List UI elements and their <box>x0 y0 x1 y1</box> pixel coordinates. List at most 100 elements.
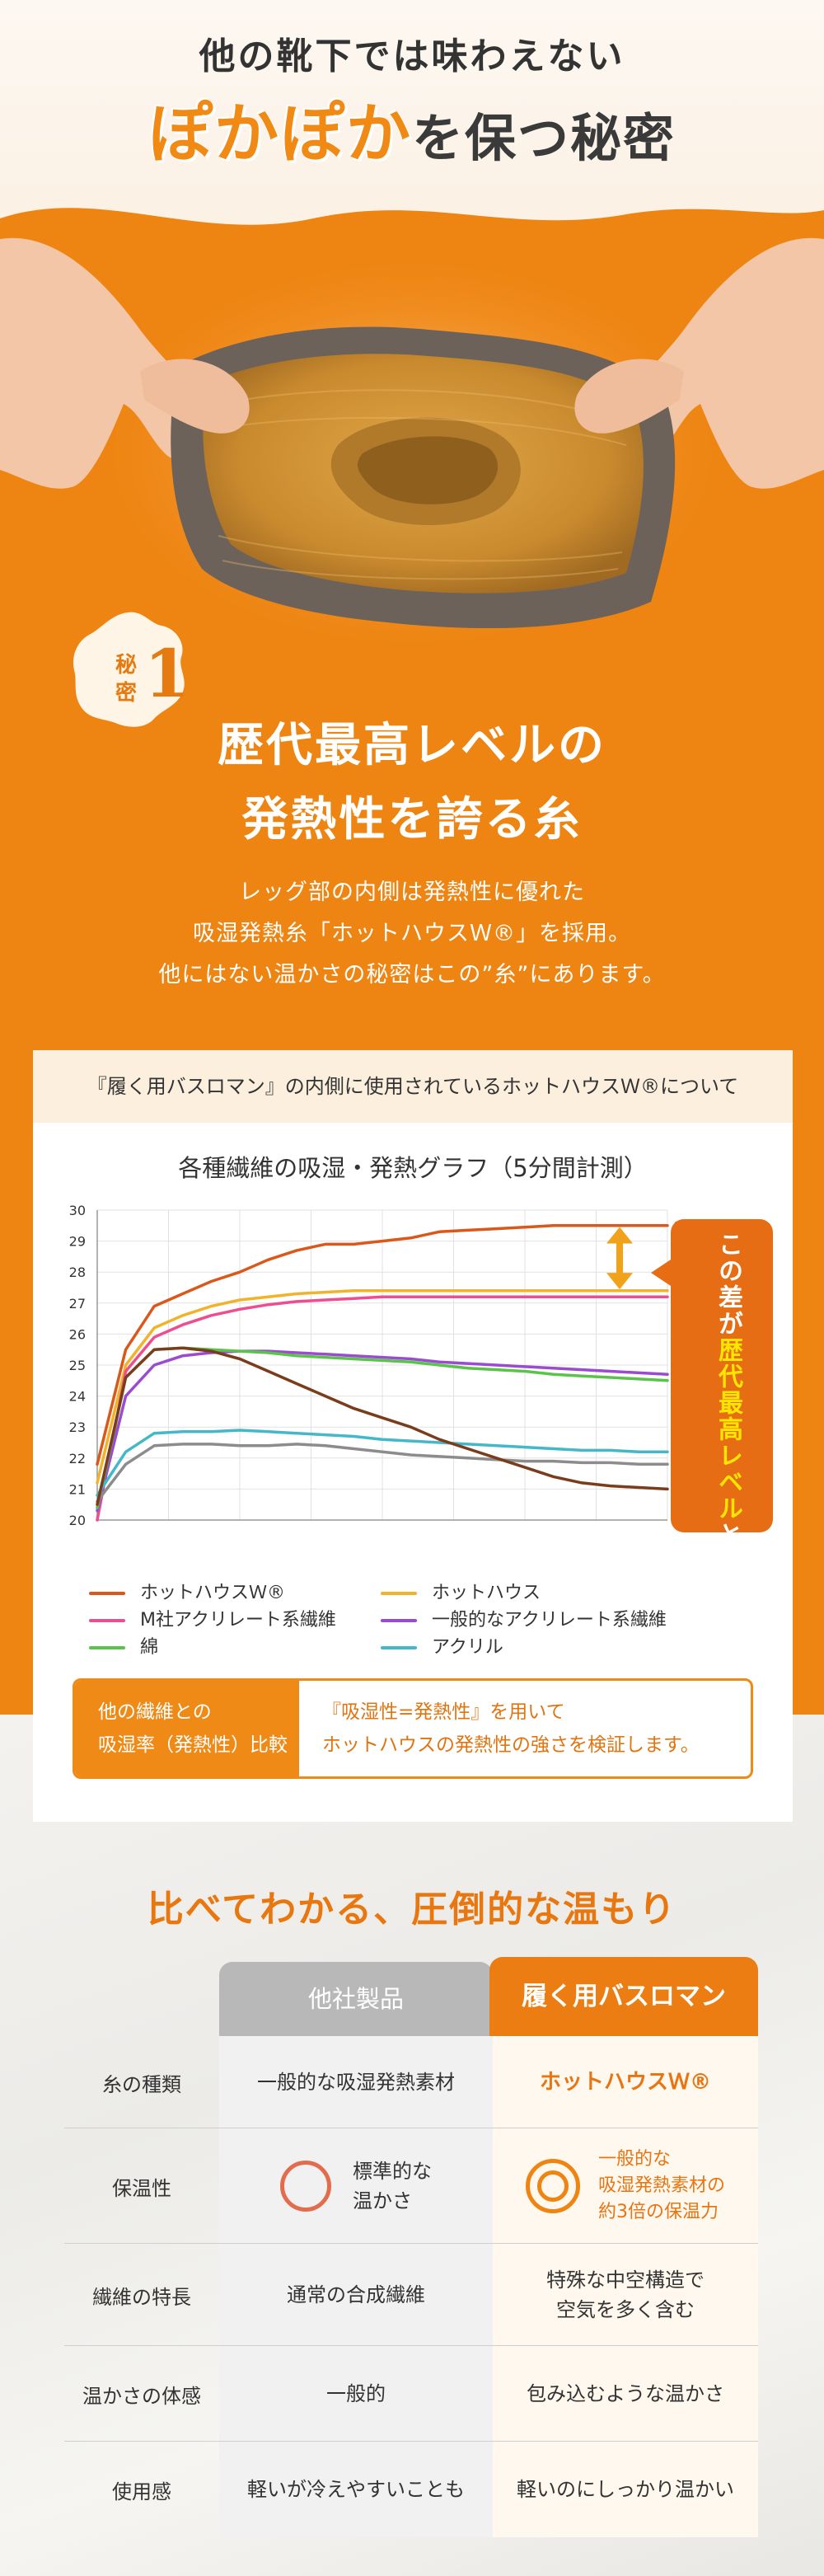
double-circle-icon <box>525 2159 580 2213</box>
legend-swatch <box>89 1646 125 1649</box>
hero: 他の靴下では味わえない ぽかぽかを保つ秘密 <box>0 0 824 210</box>
row-divider <box>64 2345 758 2346</box>
chart-title: 各種繊維の吸湿・発熱グラフ（5分間計測） <box>178 1154 648 1182</box>
hero-subtitle: 他の靴下では味わえない <box>199 35 625 77</box>
card-header: 『履く用バスロマン』の内側に使用されているホットハウスＷ®について <box>33 1050 793 1123</box>
desc-line1: レッグ部の内側は発熱性に優れた <box>239 880 585 905</box>
arrow-up-icon <box>606 1227 633 1244</box>
cell-other: 一般的 <box>219 2346 493 2442</box>
callout-text: この差が歴代最高レベルと言われる理由です！ <box>709 1232 742 1785</box>
row-label: 温かさの体感 <box>82 2384 201 2408</box>
legend-swatch <box>381 1646 417 1649</box>
table-row: 繊維の特長 通常の合成繊維 特殊な中空構造で 空気を多く含む <box>64 2244 758 2346</box>
callout-highlight: 歴代最高レベル <box>714 1337 742 1522</box>
section-description: レッグ部の内側は発熱性に優れた 吸湿発熱糸「ホットハウスＷ®」を採用。 他にはな… <box>0 872 824 996</box>
compare-text: 『吸湿性=発熱性』を用いて ホットハウスの発熱性の強さを検証します。 <box>322 1696 700 1762</box>
cell-ours-line3: 約3倍の保温力 <box>597 2202 719 2222</box>
compare-label-line2: 吸湿率（発熱性）比較 <box>98 1734 288 1756</box>
legend-item: M社アクリレート系繊維 <box>89 1605 336 1631</box>
legend-label: ホットハウスＷ® <box>140 1583 286 1603</box>
legend-label: 綿 <box>140 1637 159 1658</box>
cell-ours: 軽いのにしっかり温かい <box>493 2442 758 2537</box>
legend-label: アクリル <box>432 1637 503 1658</box>
wave-divider <box>0 185 824 251</box>
y-tick-label: 29 <box>69 1234 86 1250</box>
series-line <box>96 1346 669 1506</box>
cell-ours-line2: 空気を多く含む <box>556 2298 695 2321</box>
cell-ours-text: ホットハウスＷ® <box>539 2070 711 2095</box>
legend-item: ホットハウス <box>381 1578 541 1604</box>
row-divider <box>64 2243 758 2244</box>
table-row: 保温性 標準的な 温かさ 一般的な 吸湿発熱素材の 約3倍の保温力 <box>64 2128 758 2244</box>
compare-label: 他の繊維との 吸湿率（発熱性）比較 <box>75 1681 299 1776</box>
secret-label-line1: 秘 <box>115 653 137 678</box>
legend-item: ホットハウスＷ® <box>89 1578 285 1604</box>
legend-swatch <box>89 1592 125 1595</box>
legend-label: 一般的なアクリレート系繊維 <box>432 1610 667 1631</box>
legend-item: 綿 <box>89 1632 158 1659</box>
cell-other: 一般的な吸湿発熱素材 <box>219 2036 493 2128</box>
callout-post: と言われる理由です！ <box>714 1522 742 1785</box>
single-circle-icon <box>280 2161 331 2212</box>
y-tick-label: 28 <box>69 1265 86 1280</box>
row-label: 使用感 <box>112 2480 171 2503</box>
series-line <box>96 1429 669 1497</box>
cell-ours-line2: 吸湿発熱素材の <box>597 2175 725 2196</box>
legend-label: ホットハウス <box>432 1583 541 1603</box>
series-line <box>96 1443 669 1504</box>
line-chart: 302928272625242322212029.527.427.224.724… <box>69 1203 707 1528</box>
legend-label: M社アクリレート系繊維 <box>140 1610 336 1631</box>
table-row: 温かさの体感 一般的 包み込むような温かさ <box>64 2346 758 2442</box>
sock-illustration <box>0 237 824 651</box>
series-line <box>96 1295 669 1522</box>
y-tick-label: 25 <box>69 1358 86 1373</box>
hero-title-accent: ぽかぽか <box>147 97 412 171</box>
legend-item: 一般的なアクリレート系繊維 <box>381 1605 667 1631</box>
cell-other: 通常の合成繊維 <box>219 2244 493 2346</box>
cell-ours: 一般的な 吸湿発熱素材の 約3倍の保温力 <box>493 2128 758 2244</box>
desc-line3: 他にはない温かさの秘密はこの”糸”にあります。 <box>158 962 666 988</box>
cell-other: 軽いが冷えやすいことも <box>219 2442 493 2537</box>
y-tick-label: 22 <box>69 1451 86 1466</box>
secret-number: 1 <box>144 635 190 712</box>
col-head-ours: 履く用バスロマン <box>489 1957 758 2036</box>
cell-other: 標準的な 温かさ <box>219 2128 493 2244</box>
y-tick-label: 24 <box>69 1389 86 1405</box>
secret-label: 秘 密 <box>114 651 138 707</box>
cell-ours-line1: 特殊な中空構造で <box>546 2269 705 2292</box>
y-tick-label: 26 <box>69 1326 86 1342</box>
section-title-line2: 発熱性を誇る糸 <box>241 793 583 847</box>
cell-ours: ホットハウスＷ® <box>493 2036 758 2128</box>
section-title-line1: 歴代最高レベルの <box>218 719 606 772</box>
compare-text-line2: ホットハウスの発熱性の強さを検証します。 <box>322 1734 700 1756</box>
cell-ours: 特殊な中空構造で 空気を多く含む <box>493 2244 758 2346</box>
hero-title-rest: を保つ秘密 <box>412 108 677 168</box>
y-tick-label: 23 <box>69 1419 86 1435</box>
col-head-other: 他社製品 <box>219 1962 493 2036</box>
legend-swatch <box>89 1619 125 1622</box>
y-tick-label: 30 <box>69 1203 86 1218</box>
cell-other-line1: 標準的な <box>353 2160 432 2183</box>
legend-item: アクリル <box>381 1632 503 1659</box>
legend-swatch <box>381 1619 417 1622</box>
compare-box: 他の繊維との 吸湿率（発熱性）比較 『吸湿性=発熱性』を用いて ホットハウスの発… <box>73 1678 753 1779</box>
table-row: 糸の種類 一般的な吸湿発熱素材 ホットハウスＷ® <box>64 2036 758 2128</box>
series-line <box>96 1289 669 1485</box>
y-tick-label: 27 <box>69 1296 86 1311</box>
callout-pre: この差が <box>714 1232 742 1337</box>
callout-bubble <box>671 1219 773 1532</box>
secret-badge-icon <box>73 612 185 727</box>
legend-swatch <box>381 1592 417 1595</box>
comparison-title: 比べてわかる、圧倒的な温もり <box>147 1889 677 1931</box>
row-label: 保温性 <box>112 2176 171 2200</box>
hero-title: ぽかぽかを保つ秘密 <box>0 82 824 175</box>
callout-pointer <box>651 1256 676 1289</box>
compare-text-line1: 『吸湿性=発熱性』を用いて <box>322 1701 565 1723</box>
y-tick-label: 20 <box>69 1513 86 1528</box>
series-line <box>96 1349 669 1513</box>
cell-other-line2: 温かさ <box>353 2189 412 2212</box>
series-line <box>96 1224 669 1466</box>
row-divider <box>64 2441 758 2442</box>
section-title: 歴代最高レベルの 発熱性を誇る糸 <box>0 709 824 857</box>
